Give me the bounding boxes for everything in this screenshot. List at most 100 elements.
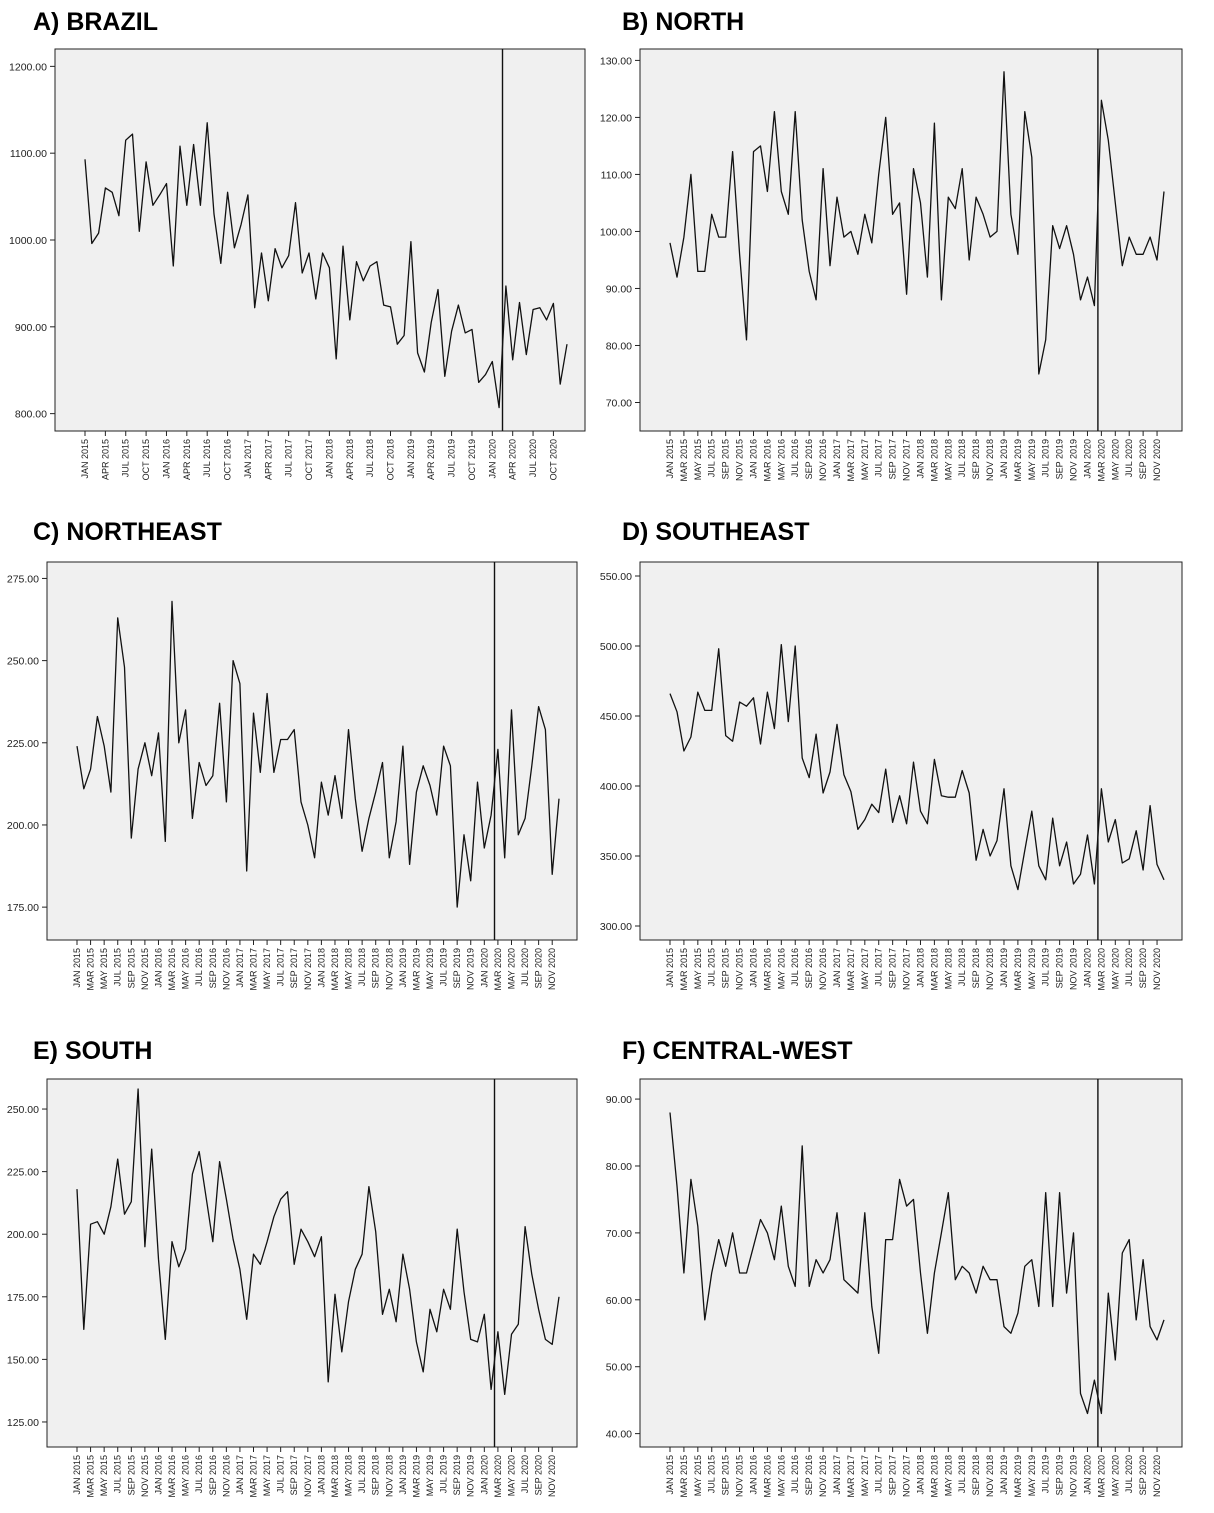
x-tick-label: NOV 2015 bbox=[735, 948, 745, 990]
x-tick-label: NOV 2020 bbox=[1152, 439, 1162, 481]
x-tick-label: SEP 2015 bbox=[126, 1455, 136, 1495]
panel-title: A) BRAZIL bbox=[33, 8, 158, 36]
x-tick-label: SEP 2016 bbox=[208, 948, 218, 988]
x-tick-label: OCT 2019 bbox=[467, 439, 477, 480]
x-tick-label: JAN 2020 bbox=[479, 1455, 489, 1495]
x-tick-label: JAN 2016 bbox=[153, 1455, 163, 1495]
x-tick-label: MAR 2018 bbox=[929, 948, 939, 991]
x-tick-label: SEP 2019 bbox=[452, 1455, 462, 1495]
x-tick-label: JAN 2019 bbox=[999, 948, 1009, 988]
x-tick-label: SEP 2017 bbox=[888, 948, 898, 988]
x-tick-label: NOV 2020 bbox=[547, 948, 557, 990]
x-tick-label: SEP 2020 bbox=[534, 1455, 544, 1495]
line-chart-southeast: 300.00 350.00 400.00 450.00 500.00 550.00 JAN … bbox=[600, 561, 1183, 991]
x-tick-label: MAY 2017 bbox=[262, 1455, 272, 1496]
series-line bbox=[76, 1088, 560, 1396]
y-tick-label: 125.00 bbox=[7, 1417, 39, 1429]
x-tick-label: MAR 2019 bbox=[411, 1455, 421, 1498]
y-tick-label: 90.00 bbox=[606, 283, 632, 295]
x-tick-label: JUL 2015 bbox=[707, 439, 717, 477]
x-tick-label: JUL 2015 bbox=[707, 1455, 717, 1493]
x-tick-label: JAN 2016 bbox=[748, 1455, 758, 1495]
x-tick-label: MAY 2020 bbox=[506, 1455, 516, 1496]
x-tick-label: JUL 2016 bbox=[790, 948, 800, 986]
x-tick-label: SEP 2018 bbox=[971, 948, 981, 988]
x-tick-label: JAN 2019 bbox=[999, 439, 1009, 479]
x-tick-label: JUL 2018 bbox=[365, 439, 375, 477]
x-tick-label: NOV 2016 bbox=[818, 439, 828, 481]
x-tick-label: JAN 2016 bbox=[748, 948, 758, 988]
x-tick-label: JUL 2015 bbox=[707, 948, 717, 986]
x-tick-label: JUL 2018 bbox=[957, 1455, 967, 1493]
x-tick-label: MAR 2018 bbox=[330, 948, 340, 991]
x-tick-label: JUL 2019 bbox=[439, 948, 449, 986]
x-tick-label: SEP 2017 bbox=[289, 948, 299, 988]
x-tick-label: JAN 2020 bbox=[1082, 439, 1092, 479]
x-tick-label: JUL 2017 bbox=[874, 948, 884, 986]
x-tick-label: JAN 2020 bbox=[479, 948, 489, 988]
x-tick-label: MAR 2016 bbox=[762, 948, 772, 991]
y-tick-label: 1200.00 bbox=[9, 61, 47, 73]
panel-title: E) SOUTH bbox=[33, 1037, 153, 1065]
x-tick-label: JUL 2016 bbox=[194, 1455, 204, 1493]
x-tick-label: SEP 2019 bbox=[452, 948, 462, 988]
y-tick-label: 550.00 bbox=[600, 571, 632, 583]
x-tick-label: MAR 2016 bbox=[762, 1455, 772, 1498]
x-tick-label: JAN 2015 bbox=[80, 439, 90, 479]
x-tick-label: APR 2019 bbox=[426, 439, 436, 480]
x-tick-label: JAN 2018 bbox=[316, 948, 326, 988]
x-tick-label: SEP 2018 bbox=[371, 948, 381, 988]
x-tick-label: JUL 2018 bbox=[357, 948, 367, 986]
series-line bbox=[669, 643, 1165, 891]
x-tick-label: NOV 2017 bbox=[303, 1455, 313, 1497]
x-tick-label: OCT 2020 bbox=[548, 439, 558, 480]
x-tick-label: MAY 2017 bbox=[262, 948, 272, 989]
x-tick-label: JAN 2016 bbox=[153, 948, 163, 988]
x-tick-label: NOV 2018 bbox=[384, 948, 394, 990]
x-tick-label: JUL 2019 bbox=[439, 1455, 449, 1493]
x-tick-label: SEP 2018 bbox=[971, 1455, 981, 1495]
x-tick-label: JAN 2020 bbox=[1082, 948, 1092, 988]
x-tick-label: MAR 2020 bbox=[1096, 948, 1106, 991]
panel-title: C) NORTHEAST bbox=[33, 518, 222, 546]
series-line bbox=[669, 71, 1165, 375]
y-tick-label: 1000.00 bbox=[9, 235, 47, 247]
x-tick-label: MAR 2015 bbox=[86, 948, 96, 991]
y-tick-label: 175.00 bbox=[7, 902, 39, 914]
panel-title: B) NORTH bbox=[622, 8, 745, 36]
x-tick-label: SEP 2018 bbox=[971, 439, 981, 479]
y-tick-label: 350.00 bbox=[600, 851, 632, 863]
x-tick-label: JAN 2019 bbox=[398, 948, 408, 988]
x-tick-label: JAN 2017 bbox=[235, 1455, 245, 1495]
x-tick-label: NOV 2020 bbox=[547, 1455, 557, 1497]
x-tick-label: SEP 2016 bbox=[208, 1455, 218, 1495]
x-tick-label: JAN 2015 bbox=[665, 439, 675, 479]
x-tick-label: MAY 2016 bbox=[181, 948, 191, 989]
x-tick-label: JUL 2015 bbox=[113, 948, 123, 986]
x-tick-label: MAR 2016 bbox=[167, 948, 177, 991]
x-tick-label: SEP 2020 bbox=[534, 948, 544, 988]
x-tick-label: MAR 2020 bbox=[493, 1455, 503, 1498]
x-tick-label: JUL 2015 bbox=[121, 439, 131, 477]
x-tick-label: JUL 2020 bbox=[528, 439, 538, 477]
x-tick-label: NOV 2018 bbox=[985, 439, 995, 481]
x-tick-label: JAN 2018 bbox=[316, 1455, 326, 1495]
x-tick-label: SEP 2016 bbox=[804, 1455, 814, 1495]
x-tick-label: OCT 2017 bbox=[304, 439, 314, 480]
x-tick-label: OCT 2015 bbox=[141, 439, 151, 480]
y-tick-label: 450.00 bbox=[600, 711, 632, 723]
line-chart-north: 70.00 80.00 90.00 100.00 110.00 120.00 130.00 J… bbox=[600, 48, 1183, 482]
x-tick-label: MAR 2017 bbox=[249, 948, 259, 991]
x-tick-label: NOV 2015 bbox=[735, 439, 745, 481]
x-tick-label: JAN 2018 bbox=[915, 1455, 925, 1495]
x-tick-label: JUL 2019 bbox=[1041, 1455, 1051, 1493]
x-tick-label: NOV 2019 bbox=[1069, 439, 1079, 481]
x-tick-label: MAR 2018 bbox=[929, 1455, 939, 1498]
x-tick-label: MAY 2016 bbox=[776, 1455, 786, 1496]
panel-title: F) CENTRAL-WEST bbox=[622, 1037, 853, 1065]
x-tick-label: MAR 2017 bbox=[249, 1455, 259, 1498]
x-tick-label: SEP 2017 bbox=[289, 1455, 299, 1495]
y-tick-label: 80.00 bbox=[606, 1161, 632, 1173]
y-tick-label: 90.00 bbox=[606, 1094, 632, 1106]
x-tick-label: NOV 2016 bbox=[818, 948, 828, 990]
